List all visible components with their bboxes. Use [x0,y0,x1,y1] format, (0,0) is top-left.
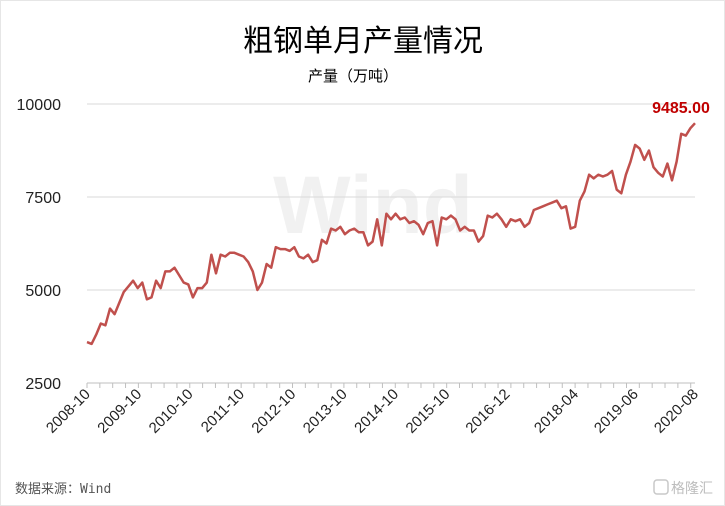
brand-name: 格隆汇 [671,481,713,497]
brand-logo: 格隆汇 [653,479,713,497]
source-note: 数据来源：Wind [15,482,111,497]
series-layer [86,122,696,346]
brand-mark-icon [653,479,669,495]
x-tick-label: 2013-10 [300,386,351,437]
y-axis-ticks: 10000 7500 5000 2500 [17,97,62,393]
grid-layer [87,103,695,291]
x-tick-label: 2010-10 [146,386,197,437]
y-tick-label: 2500 [25,376,61,393]
x-tick-label: 2011-10 [198,386,248,436]
x-tick-label: 2019-06 [591,386,642,437]
x-tick-label: 2014-10 [351,386,402,437]
chart-title: 粗钢单月产量情况 [243,24,483,59]
y-tick-label: 7500 [25,190,61,207]
x-axis [86,382,695,388]
x-tick-label: 2012-10 [248,386,299,437]
x-tick-label: 2016-12 [462,386,513,437]
chart-subtitle: 产量（万吨） [308,67,398,85]
y-tick-label: 5000 [25,283,61,300]
x-axis-tick-labels: 2008-10 2009-10 2010-10 2011-10 2012-10 2013-… [43,386,702,437]
last-value-label: 9485.00 [652,100,710,117]
x-tick-label: 2008-10 [43,386,94,437]
x-tick-label: 2018-04 [531,386,582,437]
y-tick-label: 10000 [17,97,62,114]
x-tick-label: 2009-10 [94,386,145,437]
x-tick-label: 2020-08 [651,386,702,437]
series-line [86,122,696,346]
x-tick-label: 2015-10 [403,386,454,437]
